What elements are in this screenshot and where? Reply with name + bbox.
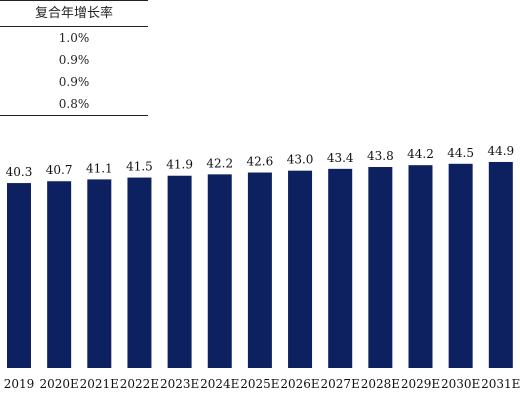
x-axis-tick-label: 2031E [481,377,520,391]
table-top-rule [0,0,148,1]
table-header: 复合年增长率 [34,6,113,21]
bar-value-label: 44.9 [487,144,514,158]
bar-2025E [247,172,272,368]
value-label-group: 40.3 40.7 41.1 41.5 41.9 42.2 42.6 43.0 43.4 43.8… [6,144,515,179]
x-axis-tick-label: 2026E [280,377,319,391]
bar-2019 [7,183,31,368]
bar-2029E [408,165,433,368]
bar-2031E [488,161,513,368]
bar-2027E [328,168,353,368]
bar-2023E [167,175,192,368]
table-header-rule [0,26,148,27]
bar-value-label: 43.8 [367,149,394,163]
bar-2020E [47,181,72,368]
bar-value-label: 42.6 [247,155,274,169]
bar-2028E [368,167,393,368]
x-axis-tick-label: 2025E [240,377,279,391]
bar-value-label: 43.4 [327,151,354,165]
bar-value-label: 42.2 [206,156,233,170]
bar-value-label: 44.5 [447,146,474,160]
bar-value-label: 41.9 [166,158,193,172]
bar-2026E [288,170,313,368]
bar-value-label: 40.7 [46,163,73,177]
bar-2024E [207,174,232,368]
table-row: 0.9% [58,75,90,89]
bar-value-label: 44.2 [407,147,434,161]
x-axis-tick-label: 2027E [321,377,360,391]
table-bottom-rule [0,115,148,116]
x-axis-tick-label: 2029E [401,377,440,391]
x-axis-tick-label: 2019 [4,377,35,391]
x-axis-tick-label: 2020E [39,377,78,391]
x-axis-tick-label: 2024E [200,377,239,391]
bar-group [7,161,513,368]
bar-value-label: 40.3 [6,165,33,179]
x-axis-tick-label: 2023E [160,377,199,391]
table-row: 0.9% [58,53,90,67]
bar-value-label: 43.0 [287,153,314,167]
cagr-table: 复合年增长率 1.0% 0.9% 0.9% 0.8% [0,0,148,116]
x-axis-tick-label: 2028E [361,377,400,391]
bar-value-label: 41.5 [126,160,153,174]
bar-2030E [448,163,473,368]
bar-2022E [127,177,152,368]
bar-value-label: 41.1 [86,161,113,175]
table-row: 0.8% [58,97,90,111]
x-axis-tick-label: 2030E [441,377,480,391]
x-axis-label-group: 2019 2020E 2021E 2022E 2023E 2024E 2025E 2026E 2… [4,377,520,391]
table-row: 1.0% [58,31,90,45]
x-axis-tick-label: 2022E [120,377,159,391]
bar-2021E [87,179,112,368]
x-axis-tick-label: 2021E [80,377,119,391]
